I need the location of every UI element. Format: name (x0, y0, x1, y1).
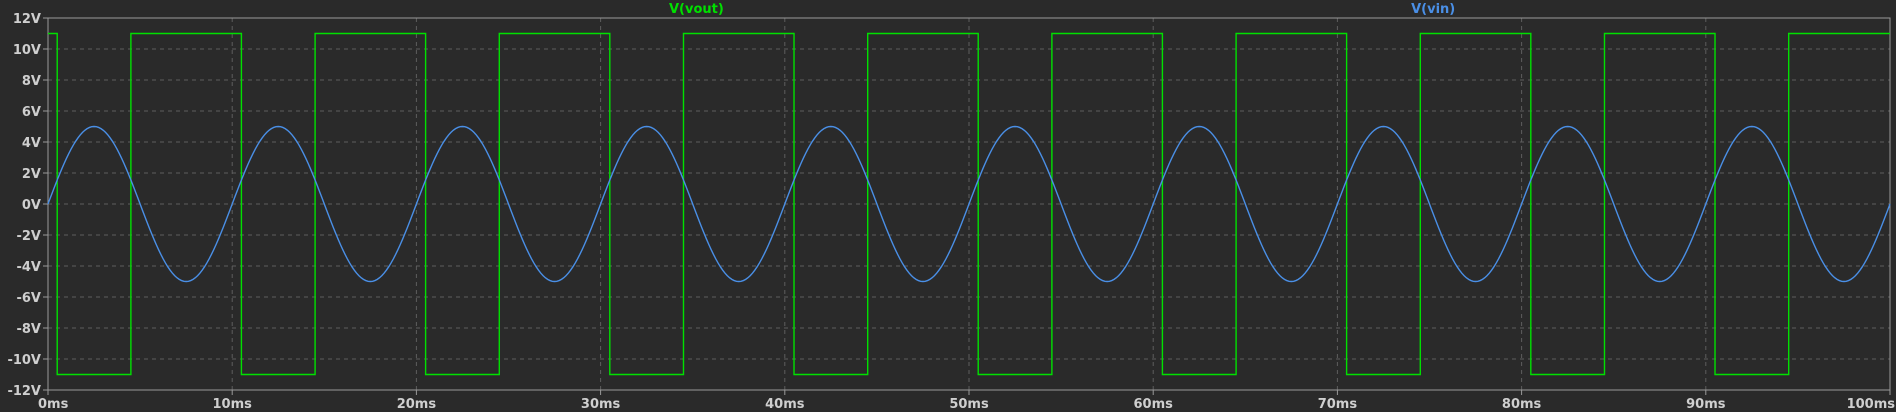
y-tick-label: 6V (22, 105, 41, 120)
x-tick-label: 30ms (581, 397, 621, 412)
legend-entry-vvout[interactable]: V(vout) (669, 2, 724, 17)
y-tick-label: -4V (16, 260, 41, 275)
x-tick-label: 50ms (949, 397, 989, 412)
x-tick-label: 70ms (1318, 397, 1358, 412)
x-tick-label: 100ms (1847, 397, 1896, 412)
y-tick-label: -2V (16, 229, 41, 244)
axis-ticks (43, 17, 1891, 395)
y-tick-label: -10V (7, 353, 41, 368)
x-tick-label: 0ms (38, 397, 69, 412)
y-tick-label: -6V (16, 291, 41, 306)
y-tick-label: 8V (22, 74, 41, 89)
y-tick-label: 12V (13, 12, 41, 27)
x-tick-label: 10ms (213, 397, 253, 412)
y-tick-label: -12V (7, 384, 41, 399)
legend-entry-vvin[interactable]: V(vin) (1411, 2, 1455, 17)
axis-labels: 0ms 10ms 20ms 30ms 40ms 50ms 60ms 70ms 80ms 90ms 1… (7, 12, 1895, 412)
legend: V(vout) V(vin) (669, 2, 1455, 17)
y-tick-label: -8V (16, 322, 41, 337)
series-traces (47, 32, 1891, 376)
x-tick-label: 40ms (765, 397, 805, 412)
x-tick-label: 20ms (397, 397, 437, 412)
series-line-vvin (47, 125, 1891, 283)
x-tick-label: 90ms (1686, 397, 1726, 412)
y-tick-label: 4V (22, 136, 41, 151)
grid-lines (48, 18, 1890, 390)
x-tick-label: 80ms (1502, 397, 1542, 412)
y-tick-label: 10V (13, 43, 41, 58)
x-tick-label: 60ms (1134, 397, 1174, 412)
series-line-vvout (48, 32, 1890, 376)
y-tick-label: 0V (22, 198, 41, 213)
y-tick-label: 2V (22, 167, 41, 182)
